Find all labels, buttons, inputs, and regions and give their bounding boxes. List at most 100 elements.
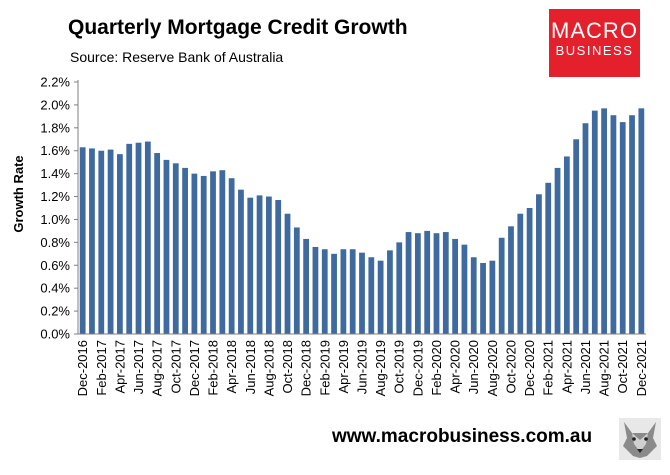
bar-Jun-2019 [359, 252, 365, 334]
bar-May-2018 [238, 189, 244, 334]
y-tick-label: 0.8% [40, 235, 70, 250]
y-tick-label: 1.8% [40, 120, 70, 135]
bar-Feb-2018 [210, 171, 216, 334]
bar-Jun-2020 [470, 257, 477, 334]
bar-May-2021 [573, 139, 580, 334]
wolf-icon [619, 418, 661, 460]
bar-Sep-2021 [610, 115, 617, 334]
bar-Jan-2020 [424, 230, 431, 334]
bar-Jul-2019 [368, 257, 375, 334]
y-tick-label: 0.6% [40, 258, 70, 273]
logo-line-macro: MACRO [551, 18, 638, 43]
x-tick-label: Jun-2020 [466, 340, 481, 394]
bar-Mar-2021 [554, 167, 561, 334]
x-tick-label: Feb-2019 [317, 340, 332, 396]
bar-Oct-2018 [284, 213, 291, 334]
x-tick-label: Feb-2020 [429, 340, 444, 396]
x-tick-label: Jun-2018 [243, 340, 258, 394]
bar-Feb-2020 [433, 233, 440, 334]
bar-Nov-2019 [405, 232, 412, 334]
bar-Oct-2020 [508, 226, 514, 334]
bar-Sep-2019 [387, 250, 393, 334]
x-tick-label: Oct-2017 [168, 340, 183, 393]
bar-Sep-2020 [498, 237, 505, 334]
bars-group [79, 108, 645, 335]
bar-Jan-2021 [536, 194, 542, 334]
bar-Apr-2021 [563, 156, 570, 334]
bar-Sep-2017 [163, 159, 170, 334]
bar-Jul-2020 [480, 262, 486, 334]
bar-Aug-2021 [601, 108, 607, 334]
x-tick-label: Aug-2019 [373, 340, 388, 396]
bar-Jul-2021 [591, 110, 598, 335]
y-tick-label: 1.4% [40, 166, 70, 181]
bar-Feb-2021 [545, 182, 552, 334]
bar-Jul-2018 [256, 195, 263, 334]
bar-Feb-2017 [98, 150, 105, 334]
chart-title: Quarterly Mortgage Credit Growth [68, 16, 408, 39]
x-tick-label: Oct-2021 [615, 340, 630, 393]
bar-Jan-2017 [89, 148, 95, 334]
bar-Mar-2020 [442, 232, 449, 334]
y-axis-label: Growth Rate [11, 155, 26, 232]
bar-Aug-2020 [489, 260, 496, 334]
bar-Dec-2016 [79, 147, 86, 334]
bar-Nov-2021 [629, 115, 635, 334]
x-tick-label: Dec-2017 [187, 340, 202, 396]
x-tick-label: Apr-2020 [448, 340, 463, 393]
bar-Dec-2018 [303, 238, 310, 334]
x-tick-label: Dec-2016 [75, 340, 90, 396]
y-tick-label: 2.0% [40, 97, 70, 112]
bar-Nov-2017 [182, 167, 188, 334]
bar-Oct-2017 [172, 163, 179, 334]
bar-Jun-2017 [135, 142, 142, 334]
x-tick-label: Apr-2018 [224, 340, 239, 393]
x-tick-label: Aug-2021 [597, 340, 612, 396]
x-tick-label: Jun-2021 [578, 340, 593, 394]
bar-Jan-2019 [312, 246, 319, 334]
x-tick-label: Jun-2017 [131, 340, 146, 394]
y-tick-label: 1.6% [40, 143, 70, 158]
x-tick-label: Aug-2017 [150, 340, 165, 396]
y-tick-label: 0.0% [40, 327, 70, 342]
chart-subtitle: Source: Reserve Bank of Australia [70, 49, 284, 65]
x-tick-label: Dec-2020 [522, 340, 537, 396]
x-tick-label: Aug-2018 [261, 340, 276, 396]
bar-Sep-2018 [275, 199, 282, 334]
bar-May-2020 [461, 244, 468, 334]
bar-Aug-2019 [377, 260, 384, 334]
bar-Jun-2021 [582, 123, 589, 335]
y-tick-label: 0.2% [40, 304, 70, 319]
bar-Nov-2020 [517, 213, 524, 334]
x-tick-label: Aug-2020 [485, 340, 500, 396]
bar-Jun-2018 [247, 197, 254, 334]
x-axis-ticks: Dec-2016 Feb-2017 Apr-2017 Jun-2017 Aug-2017… [75, 340, 649, 396]
bar-Jan-2018 [200, 175, 207, 334]
bar-Oct-2021 [619, 122, 626, 334]
bar-Apr-2018 [228, 178, 235, 334]
x-tick-label: Oct-2018 [280, 340, 295, 393]
bar-Aug-2017 [154, 153, 161, 334]
logo-line-business: BUSINESS [555, 43, 634, 58]
bar-Mar-2017 [107, 149, 114, 334]
bar-Dec-2020 [526, 208, 533, 334]
x-tick-label: Dec-2019 [410, 340, 425, 396]
bar-Mar-2019 [331, 253, 337, 334]
y-tick-label: 1.2% [40, 189, 70, 204]
bar-Nov-2018 [293, 227, 300, 334]
x-tick-label: Feb-2018 [206, 340, 221, 396]
x-tick-label: Jun-2019 [355, 340, 370, 394]
macrobusiness-logo[interactable]: MACRO BUSINESS [549, 9, 640, 77]
x-tick-label: Feb-2021 [541, 340, 556, 396]
website-url[interactable]: www.macrobusiness.com.au [332, 426, 593, 447]
bar-Aug-2018 [265, 196, 272, 334]
bar-May-2019 [349, 249, 356, 334]
bar-Jul-2017 [144, 141, 151, 334]
x-tick-label: Apr-2019 [336, 340, 351, 393]
x-tick-label: Apr-2021 [559, 340, 574, 393]
bar-Apr-2017 [117, 154, 123, 334]
x-tick-label: Apr-2017 [112, 340, 127, 393]
bar-May-2017 [126, 143, 133, 334]
bar-Mar-2018 [219, 170, 226, 334]
y-tick-label: 1.0% [40, 212, 70, 227]
